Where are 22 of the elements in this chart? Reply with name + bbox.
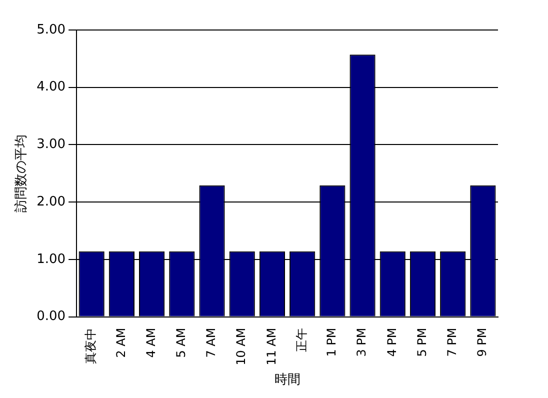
y-tick-label: 1.00 (36, 252, 66, 267)
x-tick-label: 3 PM (354, 328, 369, 357)
x-tick-label: 11 AM (264, 328, 278, 366)
x-tick-label: 1 PM (324, 328, 339, 357)
x-tick-label: 4 PM (384, 328, 399, 357)
y-axis-title: 訪問数の平均 (14, 134, 30, 212)
x-tick-label: 正午 (294, 328, 308, 352)
x-tick-label: 9 PM (475, 328, 490, 357)
x-tick-label: 7 AM (204, 328, 218, 358)
x-tick-label: 2 AM (114, 328, 128, 358)
x-axis-title: 時間 (274, 372, 300, 388)
y-tick-label: 2.00 (36, 194, 66, 210)
y-tick-label: 5.00 (36, 22, 66, 38)
x-tick-label: 5 AM (174, 328, 188, 358)
y-tick-label: 0.00 (36, 309, 66, 324)
x-tick-label: 真夜中 (84, 328, 98, 364)
y-tick-label: 4.00 (36, 80, 66, 95)
x-tick-label: 10 AM (234, 328, 248, 366)
x-tick-label: 4 AM (144, 328, 158, 358)
x-tick-label: 5 PM (414, 328, 429, 357)
x-tick-label: 7 PM (444, 328, 459, 357)
y-tick-label: 3.00 (36, 137, 66, 152)
